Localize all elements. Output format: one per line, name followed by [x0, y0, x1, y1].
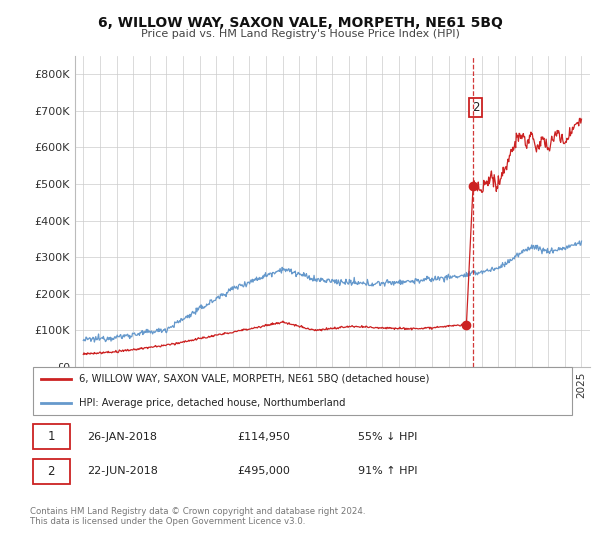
Text: 22-JUN-2018: 22-JUN-2018 — [88, 466, 158, 477]
Text: HPI: Average price, detached house, Northumberland: HPI: Average price, detached house, Nort… — [79, 398, 346, 408]
Text: 1: 1 — [47, 430, 55, 443]
Text: Contains HM Land Registry data © Crown copyright and database right 2024.
This d: Contains HM Land Registry data © Crown c… — [30, 507, 365, 526]
FancyBboxPatch shape — [33, 367, 572, 414]
FancyBboxPatch shape — [33, 459, 70, 484]
Text: £114,950: £114,950 — [238, 432, 290, 442]
Text: 26-JAN-2018: 26-JAN-2018 — [88, 432, 157, 442]
Text: 91% ↑ HPI: 91% ↑ HPI — [358, 466, 417, 477]
FancyBboxPatch shape — [33, 424, 70, 450]
Text: 6, WILLOW WAY, SAXON VALE, MORPETH, NE61 5BQ (detached house): 6, WILLOW WAY, SAXON VALE, MORPETH, NE61… — [79, 374, 430, 384]
Text: 6, WILLOW WAY, SAXON VALE, MORPETH, NE61 5BQ: 6, WILLOW WAY, SAXON VALE, MORPETH, NE61… — [98, 16, 502, 30]
Text: Price paid vs. HM Land Registry's House Price Index (HPI): Price paid vs. HM Land Registry's House … — [140, 29, 460, 39]
Text: £495,000: £495,000 — [238, 466, 290, 477]
Text: 2: 2 — [472, 101, 479, 114]
Text: 55% ↓ HPI: 55% ↓ HPI — [358, 432, 417, 442]
Text: 2: 2 — [47, 465, 55, 478]
